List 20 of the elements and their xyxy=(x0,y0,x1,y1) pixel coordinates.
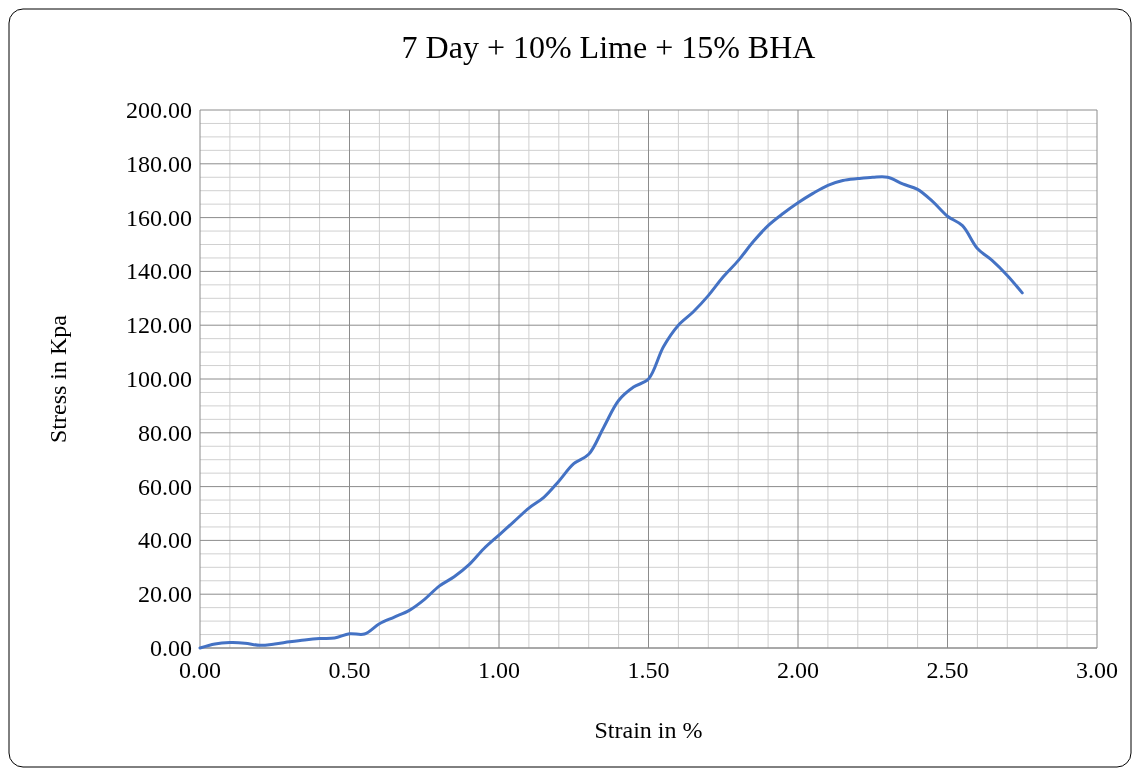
x-tick-label: 2.00 xyxy=(777,657,819,683)
y-tick-label: 120.00 xyxy=(126,312,192,339)
y-tick-label: 100.00 xyxy=(126,366,192,392)
y-tick-label: 60.00 xyxy=(138,473,192,500)
y-tick-label: 40.00 xyxy=(138,527,192,554)
y-tick-label: 180.00 xyxy=(126,150,192,177)
x-tick-label: 1.00 xyxy=(478,657,520,683)
line-series xyxy=(198,175,1024,650)
x-tick-label: 1.50 xyxy=(627,657,670,683)
y-tick-label: 80.00 xyxy=(138,419,192,446)
chart-title: 7 Day + 10% Lime + 15% BHA xyxy=(401,29,816,65)
y-tick-label: 140.00 xyxy=(126,258,192,285)
y-tick-label: 20.00 xyxy=(138,581,192,608)
y-axis-title: Stress in Kpa xyxy=(45,314,71,443)
y-tick-label: 200.00 xyxy=(126,97,192,123)
x-tick-label: 3.00 xyxy=(1076,657,1118,683)
x-tick-label: 2.50 xyxy=(926,657,969,683)
y-tick-label: 160.00 xyxy=(126,204,192,231)
x-axis-title: Strain in % xyxy=(594,717,703,743)
x-tick-label: 0.50 xyxy=(328,657,371,683)
